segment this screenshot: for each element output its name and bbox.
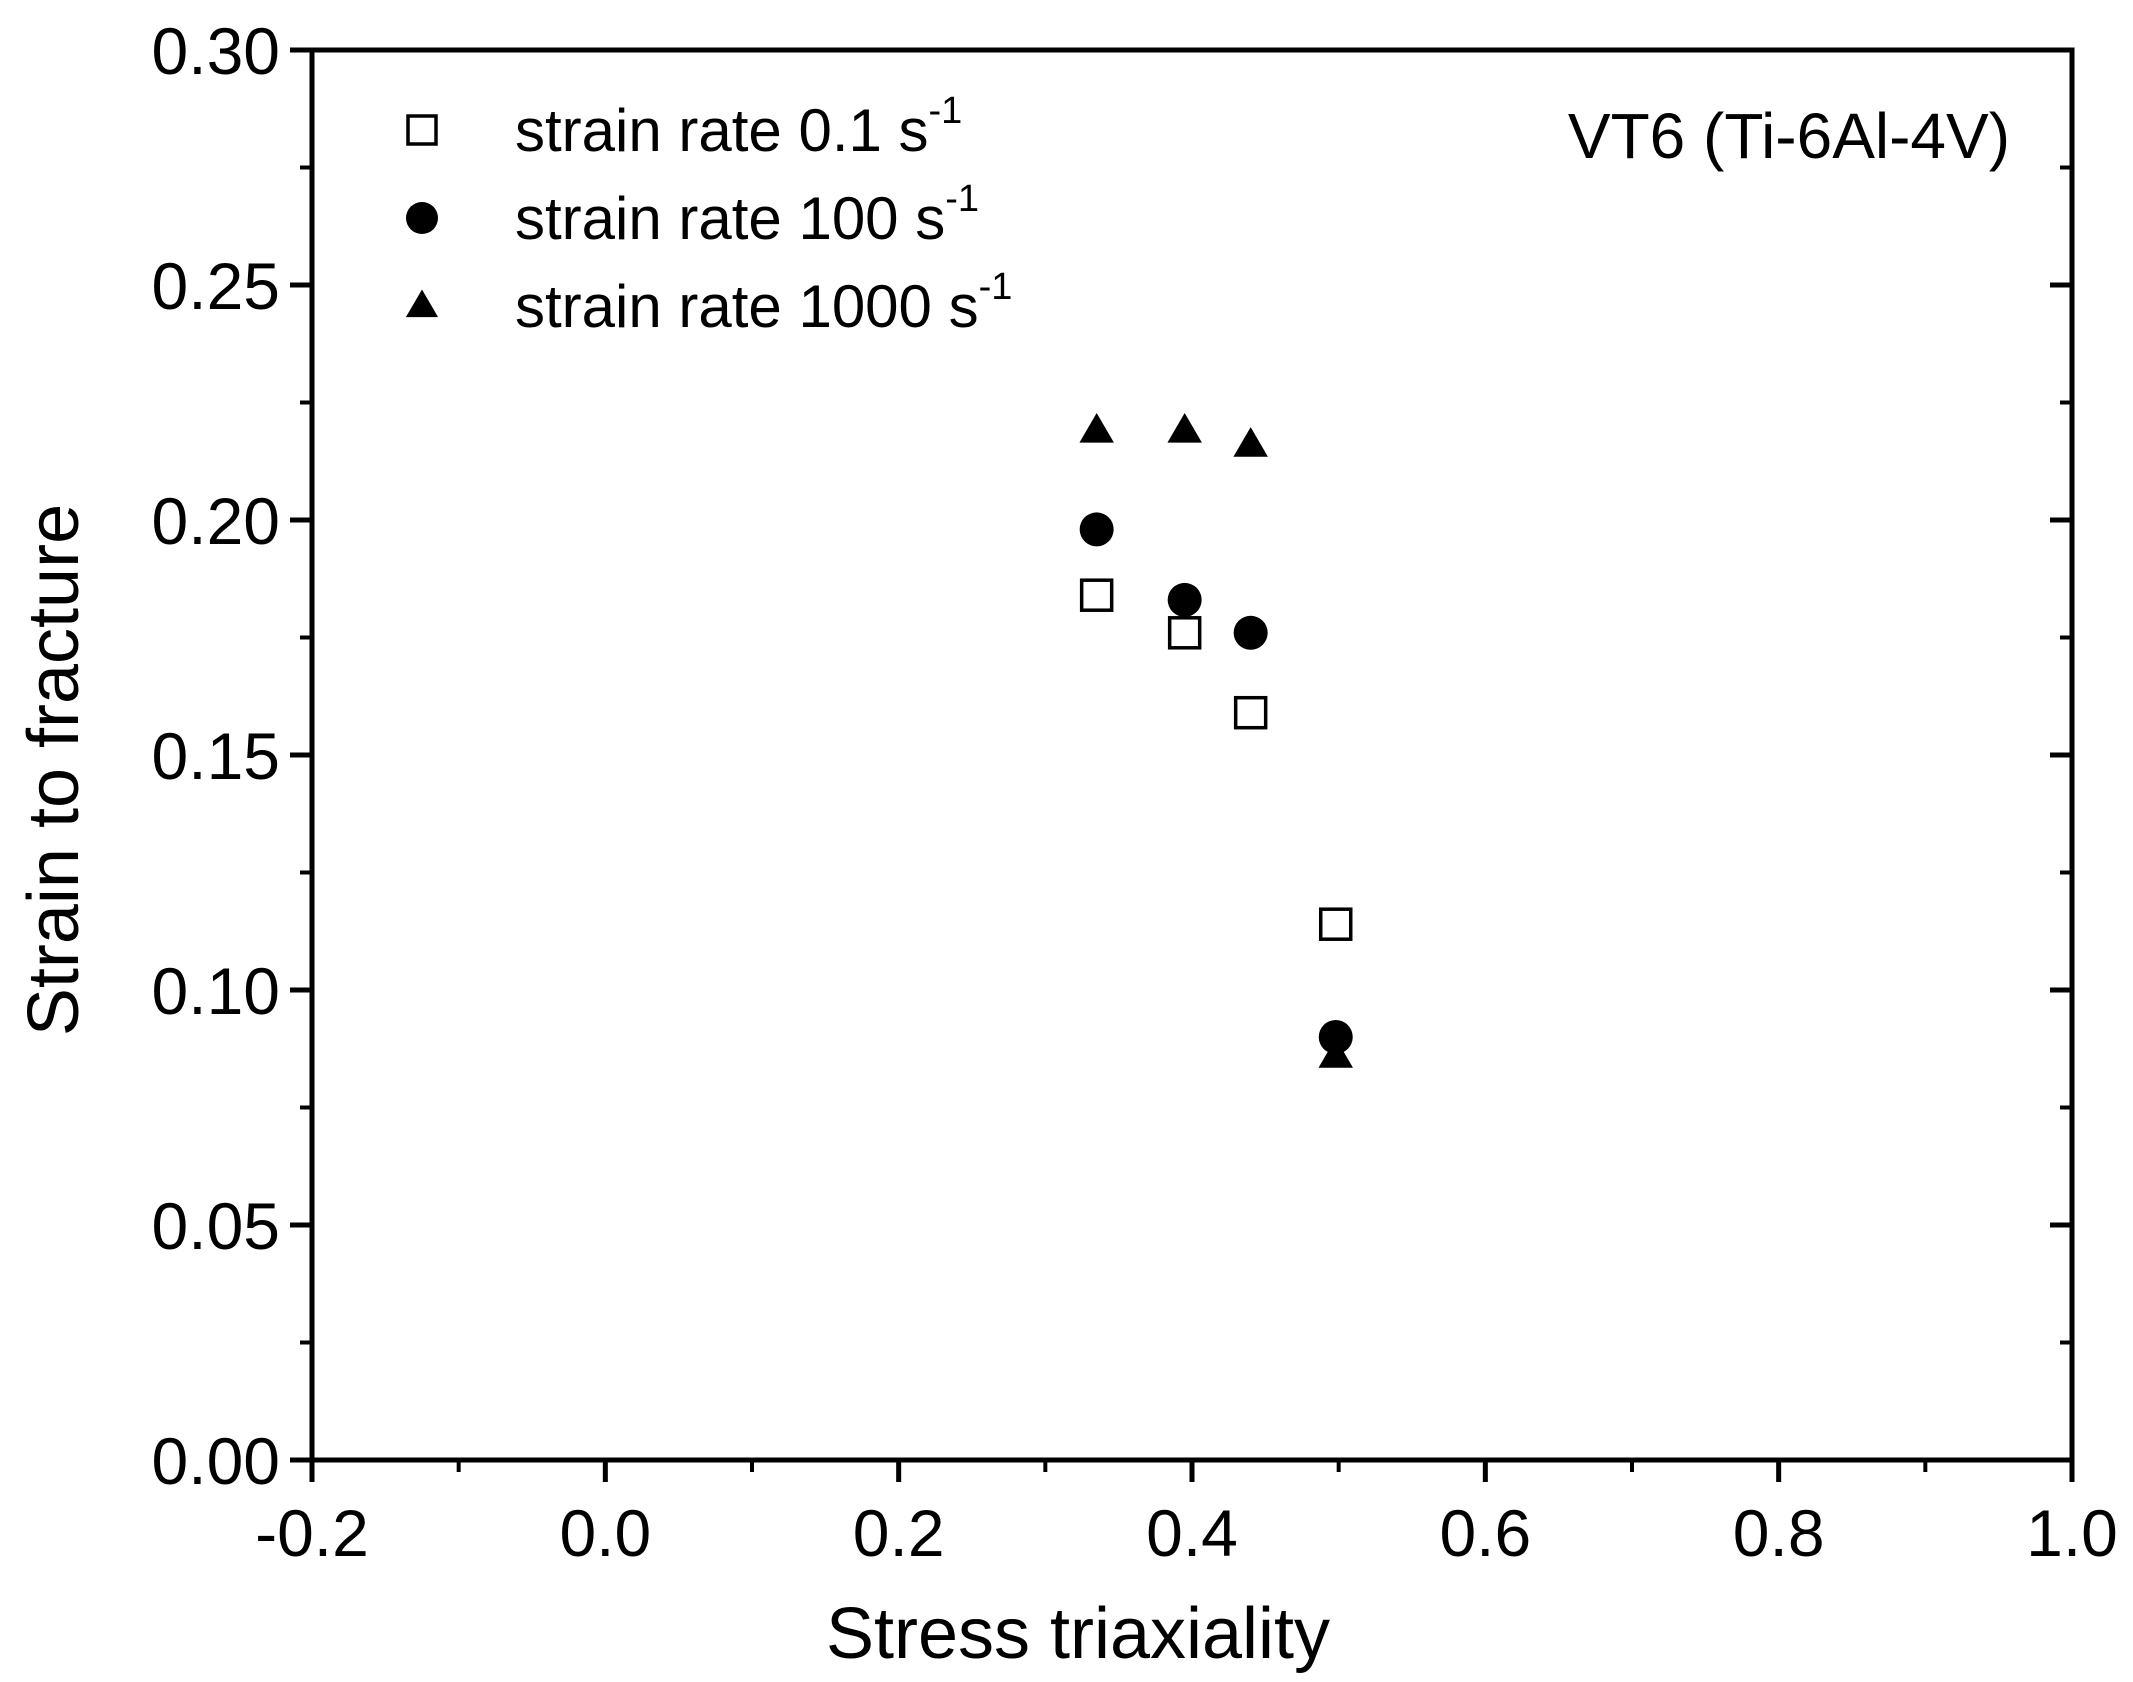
legend-label: strain rate 1000 s-1 [515, 266, 1012, 340]
data-point-filled-triangle-1 [1167, 413, 1202, 443]
y-tick-label: 0.20 [152, 484, 280, 558]
x-tick-label: 0.8 [1733, 1496, 1825, 1570]
y-tick-label: 0.30 [152, 14, 280, 88]
legend-label: strain rate 100 s-1 [515, 178, 979, 252]
data-point-filled-triangle-0 [1079, 413, 1114, 443]
data-point-filled-circle-2 [1233, 615, 1268, 650]
data-point-filled-circle-1 [1167, 582, 1202, 617]
x-tick-label: 0.0 [559, 1496, 651, 1570]
y-tick-label: 0.10 [152, 954, 280, 1028]
data-point-open-square-0 [1079, 578, 1114, 612]
x-tick-label: 0.4 [1146, 1496, 1238, 1570]
plot-frame [309, 47, 2075, 1463]
data-point-filled-triangle-2 [1233, 427, 1268, 457]
legend-marker-filled-triangle [405, 289, 439, 318]
y-tick-label: 0.25 [152, 249, 280, 323]
data-point-open-square-3 [1318, 907, 1353, 941]
data-points [1079, 413, 1353, 1068]
y-tick-label: 0.00 [152, 1424, 280, 1498]
data-point-open-square-1 [1167, 616, 1202, 650]
material-annotation: VT6 (Ti-6Al-4V) [1568, 100, 2010, 172]
data-point-open-square-2 [1233, 695, 1268, 730]
data-point-filled-triangle-3 [1318, 1038, 1353, 1068]
x-tick-label: 0.6 [1439, 1496, 1531, 1570]
legend-label-superscript: -1 [979, 266, 1013, 308]
legend-label-superscript: -1 [929, 90, 963, 132]
x-tick-label: 1.0 [2026, 1496, 2118, 1570]
legend-label-text: strain rate 100 s [515, 185, 945, 252]
tick-labels: -0.2 0.0 0.2 0.4 0.6 0.8 1.0 0.00 0.05 0.10 0.15 0.… [152, 14, 2118, 1570]
ticks [290, 47, 2075, 1482]
x-tick-label: -0.2 [255, 1496, 369, 1570]
legend-label-text: strain rate 1000 s [515, 273, 979, 340]
legend-label: strain rate 0.1 s-1 [515, 90, 962, 164]
y-tick-label: 0.15 [152, 719, 280, 793]
data-point-filled-circle-0 [1079, 512, 1114, 547]
x-axis-title: Stress triaxiality [826, 1594, 1330, 1674]
legend-label-text: strain rate 0.1 s [515, 97, 929, 164]
y-tick-label: 0.05 [152, 1189, 280, 1263]
y-axis-title: Strain to fracture [14, 504, 94, 1036]
legend-label-superscript: -1 [945, 178, 979, 220]
data-point-filled-circle-3 [1318, 1020, 1353, 1054]
x-tick-label: 0.2 [853, 1496, 945, 1570]
axes [309, 47, 2075, 1463]
legend-marker-filled-circle [406, 202, 438, 234]
legend-marker-open-square [406, 114, 438, 146]
